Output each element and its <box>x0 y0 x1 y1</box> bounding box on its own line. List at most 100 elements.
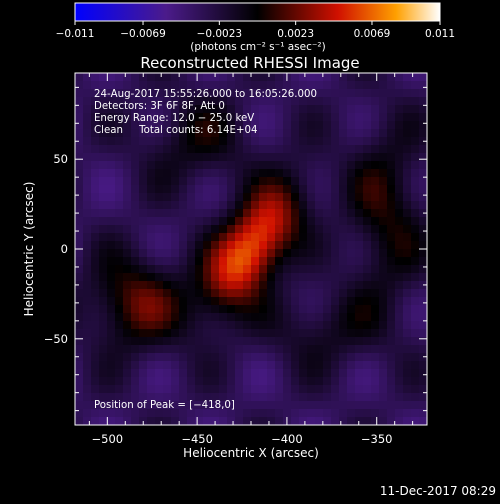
heatmap-cell <box>139 321 148 330</box>
heatmap-cell <box>155 377 164 386</box>
heatmap-cell <box>75 329 84 338</box>
heatmap-cell <box>203 89 212 98</box>
heatmap-cell <box>155 329 164 338</box>
heatmap-cell <box>243 113 252 122</box>
heatmap-cell <box>267 89 276 98</box>
heatmap-cell <box>91 233 100 242</box>
heatmap-cell <box>283 297 292 306</box>
heatmap-cell <box>259 89 268 98</box>
heatmap-cell <box>371 137 380 146</box>
heatmap-cell <box>363 89 372 98</box>
heatmap-cell <box>131 81 140 90</box>
heatmap-cell <box>379 393 388 402</box>
heatmap-cell <box>267 361 276 370</box>
heatmap-cell <box>331 257 340 266</box>
heatmap-cell <box>187 385 196 394</box>
heatmap-cell <box>83 289 92 298</box>
heatmap-cell <box>139 297 148 306</box>
heatmap-cell <box>267 217 276 226</box>
heatmap-cell <box>155 313 164 322</box>
heatmap-cell <box>291 129 300 138</box>
heatmap-cell <box>259 297 268 306</box>
heatmap-cell <box>267 393 276 402</box>
heatmap-cell <box>259 177 268 186</box>
heatmap-cell <box>251 241 260 250</box>
heatmap-cell <box>139 161 148 170</box>
heatmap-cell <box>139 97 148 106</box>
heatmap-cell <box>75 89 84 98</box>
annotation-time-range: 24‑Aug‑2017 15:55:26.000 to 16:05:26.000 <box>94 89 317 100</box>
heatmap-cell <box>107 145 116 154</box>
heatmap-cell <box>243 241 252 250</box>
heatmap-cell <box>243 217 252 226</box>
heatmap-cell <box>331 369 340 378</box>
heatmap-cell <box>219 361 228 370</box>
heatmap-cell <box>323 281 332 290</box>
heatmap-cell <box>123 129 132 138</box>
heatmap-cell <box>299 241 308 250</box>
heatmap-cell <box>171 113 180 122</box>
heatmap-cell <box>379 369 388 378</box>
heatmap-cell <box>91 241 100 250</box>
heatmap-cell <box>323 385 332 394</box>
heatmap-cell <box>123 369 132 378</box>
heatmap-cell <box>291 305 300 314</box>
heatmap-cell <box>107 201 116 210</box>
heatmap-cell <box>283 177 292 186</box>
heatmap-cell <box>219 393 228 402</box>
heatmap-cell <box>203 225 212 234</box>
heatmap-cell <box>315 193 324 202</box>
colorbar-unit-label: (photons cm⁻² s⁻¹ asec⁻²) <box>190 41 325 53</box>
heatmap-cell <box>131 73 140 82</box>
heatmap-cell <box>115 209 124 218</box>
heatmap-cell <box>363 297 372 306</box>
heatmap-cell <box>355 89 364 98</box>
heatmap-cell <box>171 281 180 290</box>
heatmap-cell <box>187 265 196 274</box>
heatmap-cell <box>179 97 188 106</box>
heatmap-cell <box>211 281 220 290</box>
heatmap-cell <box>411 185 420 194</box>
heatmap-cell <box>291 273 300 282</box>
heatmap-cell <box>235 89 244 98</box>
heatmap-cell <box>139 329 148 338</box>
heatmap-cell <box>307 337 316 346</box>
heatmap-cell <box>139 409 148 418</box>
heatmap-cell <box>419 169 428 178</box>
heatmap-cell <box>387 89 396 98</box>
heatmap-cell <box>371 121 380 130</box>
heatmap-cell <box>323 225 332 234</box>
heatmap-cell <box>107 297 116 306</box>
heatmap-cell <box>275 377 284 386</box>
heatmap-cell <box>115 201 124 210</box>
heatmap-cell <box>355 313 364 322</box>
heatmap-cell <box>115 129 124 138</box>
heatmap-cell <box>243 97 252 106</box>
heatmap-cell <box>99 153 108 162</box>
heatmap-cell <box>131 353 140 362</box>
heatmap-cell <box>355 353 364 362</box>
heatmap-cell <box>243 73 252 82</box>
heatmap-cell <box>235 201 244 210</box>
heatmap-cell <box>83 225 92 234</box>
heatmap-cell <box>331 401 340 410</box>
heatmap-cell <box>355 385 364 394</box>
heatmap-cell <box>419 321 428 330</box>
heatmap-cell <box>235 177 244 186</box>
heatmap-cell <box>379 361 388 370</box>
heatmap-cell <box>387 201 396 210</box>
heatmap-cell <box>267 313 276 322</box>
heatmap-cell <box>211 161 220 170</box>
heatmap-cell <box>307 313 316 322</box>
heatmap-cell <box>331 89 340 98</box>
heatmap-cell <box>155 297 164 306</box>
heatmap-cell <box>331 161 340 170</box>
heatmap-cell <box>219 273 228 282</box>
heatmap-cell <box>259 377 268 386</box>
heatmap-cell <box>283 169 292 178</box>
heatmap-cell <box>227 161 236 170</box>
heatmap-cell <box>203 233 212 242</box>
heatmap-cell <box>227 73 236 82</box>
heatmap-cell <box>251 153 260 162</box>
heatmap-cell <box>187 113 196 122</box>
